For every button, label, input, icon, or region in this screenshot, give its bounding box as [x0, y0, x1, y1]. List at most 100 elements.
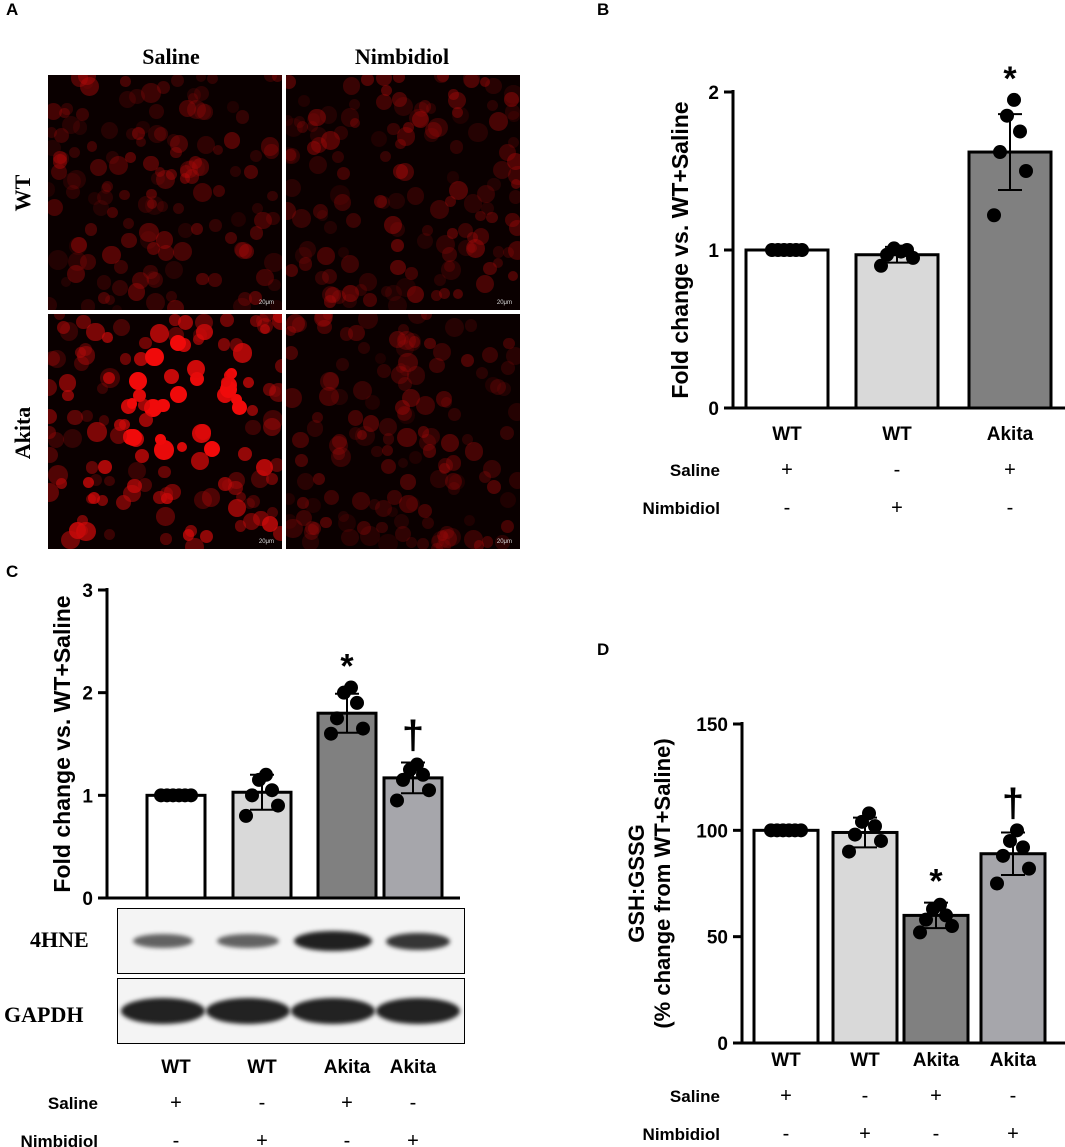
cell-nucleus [403, 333, 422, 351]
cell-nucleus [190, 451, 209, 470]
cell-nucleus [476, 274, 495, 293]
cell-nucleus [434, 75, 450, 84]
cell-nucleus [420, 314, 433, 321]
cell-nucleus [286, 117, 303, 137]
cell-nucleus [324, 221, 337, 234]
cell-nucleus [451, 107, 464, 119]
cell-nucleus [154, 167, 165, 178]
cell-nucleus [230, 166, 242, 178]
condition-label: Saline [48, 1094, 98, 1113]
cell-nucleus [388, 295, 408, 310]
cell-nucleus [418, 100, 432, 113]
cell-nucleus [232, 343, 253, 363]
cell-nucleus [337, 511, 349, 523]
cell-nucleus [89, 159, 107, 176]
cell-nucleus [338, 246, 350, 258]
y-tick-label: 0 [82, 889, 93, 910]
cell-nucleus [508, 220, 520, 237]
y-tick-label: 100 [696, 821, 728, 842]
cell-nucleus [145, 292, 165, 310]
cell-nucleus [508, 165, 520, 186]
cell-nucleus [157, 201, 169, 213]
cell-nucleus [120, 76, 131, 87]
significance-marker: * [929, 863, 943, 901]
cell-nucleus [307, 113, 321, 127]
cell-nucleus [505, 212, 520, 228]
cell-nucleus [319, 386, 339, 407]
cell-nucleus [200, 529, 213, 543]
cell-nucleus [378, 533, 398, 549]
cell-nucleus [48, 379, 57, 397]
cell-nucleus [312, 203, 328, 220]
cell-nucleus [266, 472, 279, 485]
cell-nucleus [405, 496, 421, 512]
cell-nucleus [86, 141, 97, 152]
cell-nucleus [295, 247, 312, 264]
cell-nucleus [422, 224, 434, 236]
cell-nucleus [270, 386, 281, 397]
condition-sign: - [1010, 1085, 1017, 1107]
cell-nucleus [166, 291, 177, 303]
data-point [344, 680, 358, 695]
cell-nucleus [170, 146, 182, 159]
cell-nucleus [207, 75, 219, 85]
cell-nucleus [402, 388, 420, 407]
cell-nucleus [254, 211, 273, 230]
cell-nucleus [78, 342, 92, 356]
cell-nucleus [166, 133, 181, 148]
cell-nucleus [61, 115, 80, 134]
cell-nucleus [146, 188, 158, 200]
cell-nucleus [154, 434, 166, 446]
cell-nucleus [376, 75, 392, 86]
cell-nucleus [394, 525, 411, 542]
cell-nucleus [444, 317, 465, 338]
panel-letter-d: D [597, 640, 610, 659]
cell-nucleus [63, 172, 81, 191]
cell-nucleus [129, 371, 148, 390]
condition-sign: + [891, 497, 903, 519]
cell-nucleus [146, 199, 157, 210]
cell-nucleus [143, 264, 158, 280]
data-point [848, 827, 862, 842]
cell-nucleus [170, 385, 188, 404]
cell-nucleus [139, 413, 154, 427]
cell-nucleus [121, 232, 137, 249]
cell-nucleus [429, 357, 445, 374]
cell-nucleus [98, 291, 111, 305]
cell-nucleus [414, 102, 430, 118]
cell-nucleus [387, 122, 400, 136]
condition-sign: + [780, 1085, 792, 1107]
cell-nucleus [85, 461, 98, 474]
cell-nucleus [355, 426, 375, 446]
significance-marker: * [1003, 60, 1017, 98]
cell-nucleus [382, 444, 394, 456]
cell-nucleus [467, 242, 478, 254]
cell-nucleus [392, 92, 407, 107]
cell-nucleus [423, 337, 436, 350]
cell-nucleus [158, 465, 171, 479]
cell-nucleus [60, 322, 79, 341]
cell-nucleus [244, 419, 261, 436]
cell-nucleus [177, 222, 193, 238]
cell-nucleus [102, 371, 116, 385]
cell-nucleus [243, 498, 255, 509]
data-point [868, 819, 882, 834]
cell-nucleus [381, 85, 393, 97]
y-axis-label: (% change from WT+Saline) [650, 738, 675, 1028]
cell-nucleus [286, 149, 297, 161]
cell-nucleus [475, 211, 486, 222]
cell-nucleus [266, 507, 279, 519]
cell-nucleus [176, 442, 187, 453]
cell-nucleus [436, 539, 452, 549]
cell-nucleus [235, 110, 249, 124]
data-point [842, 844, 856, 859]
cell-nucleus [266, 211, 280, 225]
cell-nucleus [77, 525, 89, 536]
cell-nucleus [115, 495, 131, 511]
row-header-akita: Akita [10, 406, 35, 460]
cell-nucleus [481, 536, 494, 548]
cell-nucleus [48, 139, 61, 156]
cell-nucleus [109, 156, 129, 176]
cell-nucleus [307, 121, 319, 133]
cell-nucleus [48, 408, 58, 425]
